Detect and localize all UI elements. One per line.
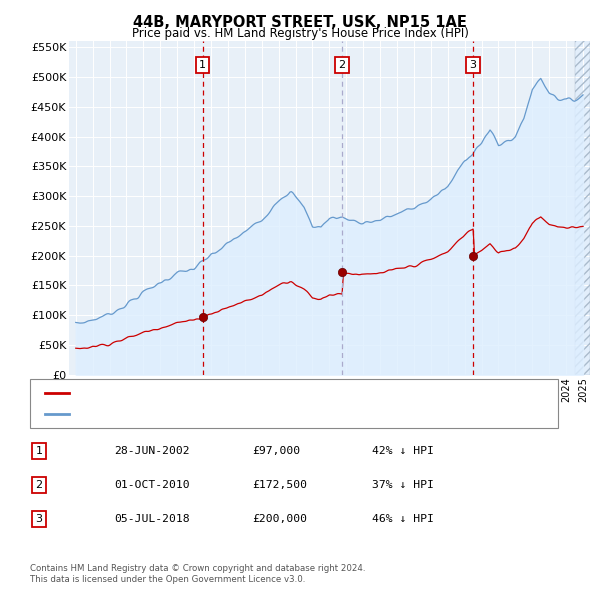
Text: HPI: Average price, detached house, Monmouthshire: HPI: Average price, detached house, Monm… [75, 409, 362, 419]
Text: £172,500: £172,500 [252, 480, 307, 490]
Text: 05-JUL-2018: 05-JUL-2018 [114, 514, 190, 524]
Text: 2: 2 [338, 60, 346, 70]
Text: 44B, MARYPORT STREET, USK, NP15 1AE: 44B, MARYPORT STREET, USK, NP15 1AE [133, 15, 467, 30]
Text: 1: 1 [35, 446, 43, 455]
Text: Price paid vs. HM Land Registry's House Price Index (HPI): Price paid vs. HM Land Registry's House … [131, 27, 469, 40]
Text: Contains HM Land Registry data © Crown copyright and database right 2024.: Contains HM Land Registry data © Crown c… [30, 565, 365, 573]
Text: 46% ↓ HPI: 46% ↓ HPI [372, 514, 434, 524]
Text: 37% ↓ HPI: 37% ↓ HPI [372, 480, 434, 490]
Text: £200,000: £200,000 [252, 514, 307, 524]
Text: 2: 2 [35, 480, 43, 490]
Text: This data is licensed under the Open Government Licence v3.0.: This data is licensed under the Open Gov… [30, 575, 305, 584]
Text: 01-OCT-2010: 01-OCT-2010 [114, 480, 190, 490]
Text: 3: 3 [470, 60, 476, 70]
Text: 3: 3 [35, 514, 43, 524]
Text: 1: 1 [199, 60, 206, 70]
Text: 42% ↓ HPI: 42% ↓ HPI [372, 446, 434, 455]
Text: 44B, MARYPORT STREET, USK, NP15 1AE (detached house): 44B, MARYPORT STREET, USK, NP15 1AE (det… [75, 388, 396, 398]
Text: 28-JUN-2002: 28-JUN-2002 [114, 446, 190, 455]
Text: £97,000: £97,000 [252, 446, 300, 455]
